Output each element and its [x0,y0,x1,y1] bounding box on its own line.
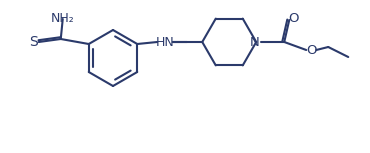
Text: O: O [306,43,316,56]
Text: N: N [249,35,259,49]
Text: HN: HN [156,35,175,49]
Text: NH₂: NH₂ [51,11,75,24]
Text: O: O [288,13,299,26]
Text: S: S [29,35,38,49]
